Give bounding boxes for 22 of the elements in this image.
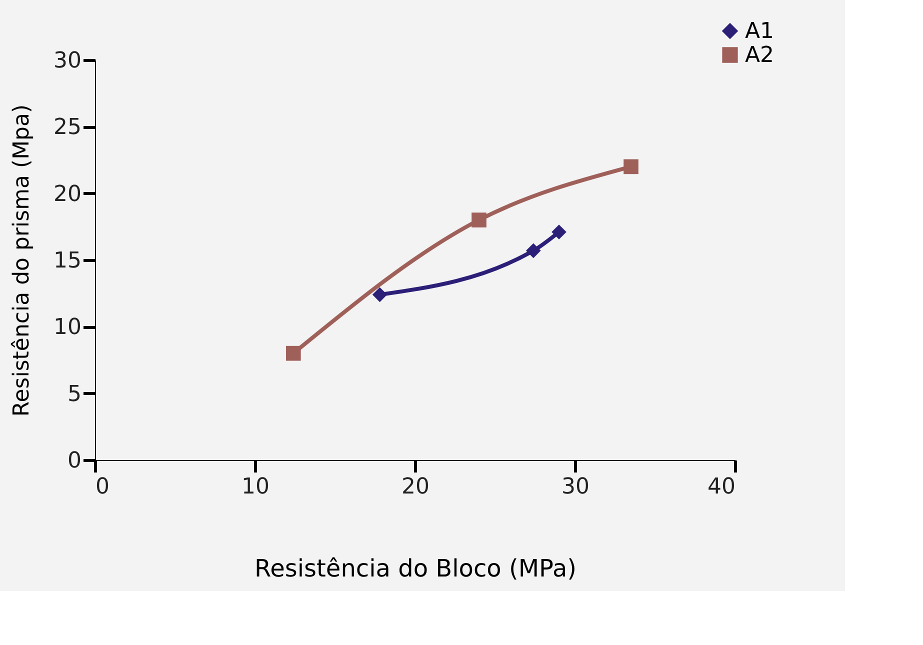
- y-tick-label: 15: [54, 248, 82, 274]
- x-tick-label: 10: [242, 474, 270, 500]
- y-axis-title: Resistência do prisma (Mpa): [10, 104, 35, 417]
- y-tick-label: 25: [54, 115, 82, 140]
- point: [286, 346, 301, 361]
- x-tick-label: 0: [96, 474, 110, 500]
- y-tick-label: 10: [54, 315, 82, 340]
- x-tick-label: 20: [402, 474, 430, 500]
- y-tick-label: 5: [68, 382, 82, 407]
- x-tick-label: 40: [708, 474, 736, 500]
- legend-label: A2: [745, 43, 774, 68]
- point: [624, 159, 638, 174]
- y-tick-label: 20: [54, 182, 82, 207]
- y-tick-label: 0: [68, 448, 82, 474]
- x-tick-label: 30: [562, 474, 590, 500]
- point: [472, 212, 486, 228]
- y-tick-label: 30: [54, 48, 82, 74]
- legend-label: A1: [745, 19, 774, 44]
- x-axis-title: Resistência do Bloco (MPa): [254, 554, 577, 582]
- point: [372, 287, 388, 302]
- point: [526, 243, 541, 258]
- point: [552, 224, 566, 240]
